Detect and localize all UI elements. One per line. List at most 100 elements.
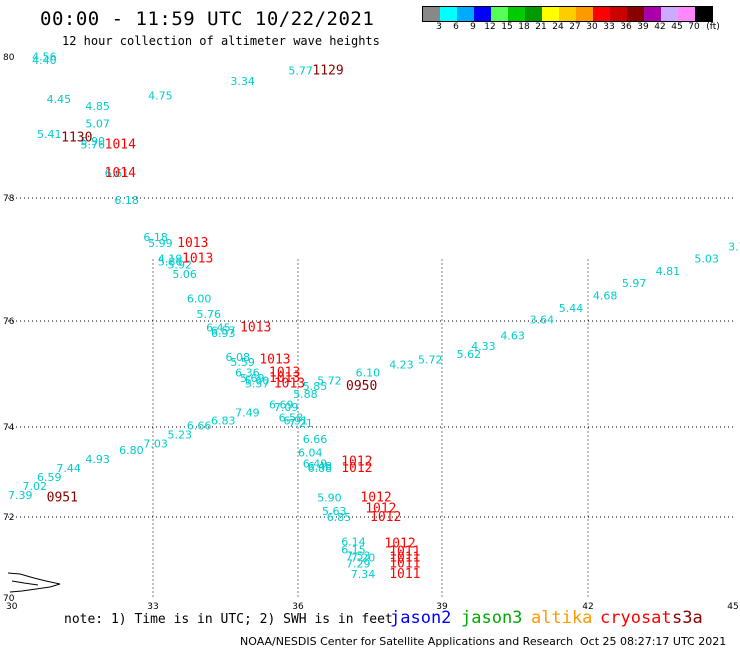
- wave-height-label: 5.90: [81, 135, 106, 148]
- color-scale-tick: 36: [620, 22, 632, 32]
- wave-height-label: 6.88: [308, 462, 333, 475]
- lon-tick-label: 36: [292, 602, 304, 612]
- color-swatch: [542, 7, 559, 21]
- pass-time-label: 1013: [259, 352, 290, 367]
- wave-height-label: 5.77: [288, 65, 313, 78]
- svalbard-coastline-fragment-2: [11, 580, 39, 586]
- lat-tick-label: 72: [3, 513, 14, 523]
- wave-height-label: 4.56: [32, 51, 57, 64]
- color-swatch: [525, 7, 542, 21]
- wave-height-label: 4.75: [148, 89, 173, 102]
- wave-height-label: 4.63: [500, 330, 525, 343]
- wave-height-label: 6.00: [187, 293, 212, 306]
- color-scale-tick: 18: [518, 22, 530, 32]
- wave-height-label: 5.69: [240, 372, 265, 385]
- color-swatch: [440, 7, 457, 21]
- pass-time-label: 1013: [269, 371, 300, 386]
- pass-time-label: 1013: [177, 236, 208, 251]
- wave-height-label: 4.19: [158, 253, 183, 266]
- lon-tick-label: 39: [436, 602, 448, 612]
- wave-height-label: 5.97: [622, 277, 647, 290]
- wave-height-label: 6.83: [211, 414, 236, 427]
- color-swatch: [678, 7, 695, 21]
- wave-height-label: 5.62: [457, 348, 482, 361]
- legend-jason2: jason2: [390, 608, 452, 628]
- wave-height-label: 7.02: [23, 480, 48, 493]
- color-swatch: [491, 7, 508, 21]
- lat-tick-label: 70: [3, 594, 15, 604]
- pass-time-label: 1013: [182, 252, 213, 267]
- wave-height-label: 6.91: [284, 414, 309, 427]
- color-swatch: [423, 7, 440, 21]
- pass-time-label: 1012: [341, 461, 372, 476]
- wave-height-label: 6.66: [187, 419, 212, 432]
- color-swatch: [508, 7, 525, 21]
- pass-time-label: 1014: [105, 138, 136, 153]
- color-scale-tick: 42: [654, 22, 666, 32]
- wave-height-label: 6.18: [143, 231, 168, 244]
- color-swatch: [559, 7, 576, 21]
- lon-tick-label: 45: [727, 602, 738, 612]
- pass-time-label: 1013: [269, 366, 300, 381]
- wave-height-label: 6.08: [226, 351, 251, 364]
- pass-time-label: 1014: [105, 166, 136, 181]
- page-subtitle: 12 hour collection of altimeter wave hei…: [62, 34, 380, 48]
- pass-time-label: 1012: [384, 536, 415, 551]
- pass-time-label: 1011: [389, 544, 420, 559]
- wave-height-label: 3.72: [728, 240, 740, 253]
- wave-height-label: 5.72: [317, 375, 342, 388]
- wave-height-label: 4.85: [85, 100, 110, 113]
- color-swatch: [576, 7, 593, 21]
- pass-time-label: 1011: [389, 557, 420, 572]
- wave-height-label: 5.03: [694, 253, 719, 266]
- pass-time-label: 1012: [360, 490, 391, 505]
- wave-height-label: 3.64: [530, 314, 555, 327]
- wave-height-label: 5.06: [172, 268, 197, 281]
- wave-height-label: 6.10: [356, 367, 381, 380]
- page-title: 00:00 - 11:59 UTC 10/22/2021: [40, 8, 375, 30]
- wave-height-label: 6.66: [303, 433, 328, 446]
- color-scale-tick: 3: [436, 22, 442, 32]
- lon-tick-label: 30: [6, 602, 18, 612]
- wave-height-label: 3.34: [230, 75, 255, 88]
- wave-height-label: 6.48: [308, 460, 333, 473]
- wave-height-label: 5.90: [317, 491, 342, 504]
- wave-height-label: 4.23: [389, 359, 414, 372]
- svalbard-coastline-fragment: [7, 572, 61, 593]
- pass-time-label: 0950: [346, 379, 377, 394]
- legend-cryosat: cryosat: [600, 608, 672, 628]
- pass-time-label: 1013: [274, 376, 305, 391]
- wave-height-label: 7.03: [143, 437, 168, 450]
- wave-height-label: 5.99: [148, 237, 173, 250]
- color-swatch: [593, 7, 610, 21]
- color-scale-bar: [422, 6, 713, 22]
- wave-height-label: 5.57: [245, 377, 269, 390]
- pass-time-label: 1129: [312, 64, 343, 79]
- color-scale-tick: 27: [569, 22, 581, 32]
- wave-height-label: 4.81: [656, 265, 681, 278]
- color-scale-tick: 30: [586, 22, 598, 32]
- wave-height-label: 5.44: [559, 302, 584, 315]
- color-scale-tick: 45: [671, 22, 683, 32]
- map-grid: [8, 197, 733, 598]
- lat-tick-label: 74: [3, 423, 15, 433]
- wave-height-label: 6.45: [206, 322, 231, 335]
- pass-time-label: 1011: [389, 567, 420, 582]
- color-scale-tick: 21: [535, 22, 547, 32]
- legend-altika: altika: [531, 608, 593, 628]
- color-swatch: [474, 7, 491, 21]
- color-scale-tick: 6: [453, 22, 459, 32]
- wave-height-label: 6.49: [303, 458, 328, 471]
- wave-height-label: 6.61: [105, 167, 129, 180]
- wave-height-label: 5.63: [322, 505, 347, 518]
- wave-height-label: 5.72: [418, 353, 443, 366]
- wave-height-labels: 4.564.40 4.45 4.85 4.75 3.34 5.77 5.07 5.41 5.90…: [8, 51, 740, 581]
- wave-height-label: 6.14: [341, 535, 366, 548]
- color-swatch: [610, 7, 627, 21]
- wave-height-label: 7.21: [288, 417, 313, 430]
- wave-height-label: 6.85: [327, 511, 352, 524]
- coastline: [7, 572, 61, 593]
- wave-height-label: 6.18: [114, 194, 139, 207]
